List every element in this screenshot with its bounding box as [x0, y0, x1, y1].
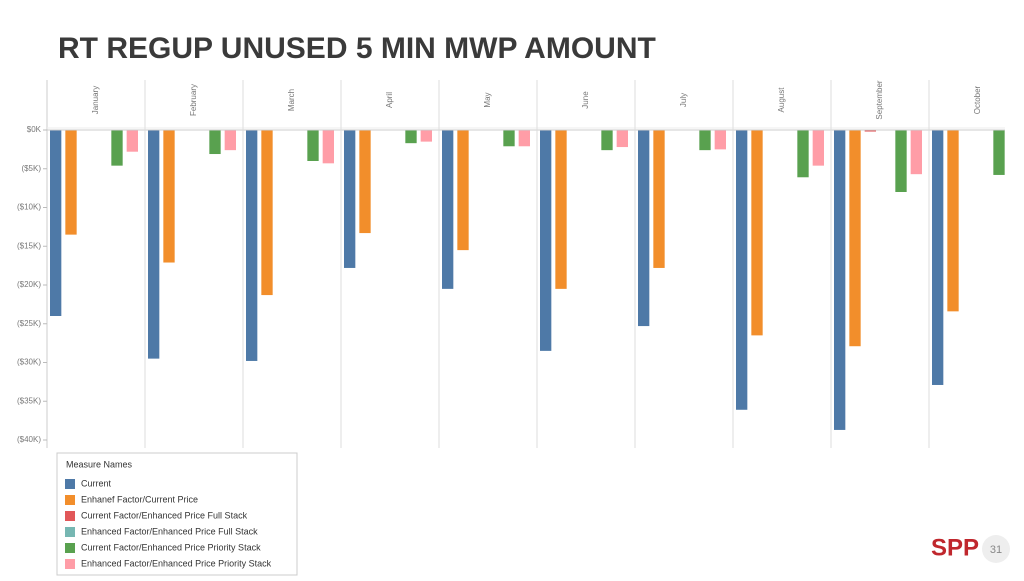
bar: [993, 130, 1005, 175]
x-tick-label: February: [189, 84, 198, 116]
bar: [653, 130, 665, 268]
page-badge: [982, 535, 1010, 563]
bar: [148, 130, 160, 359]
bar: [344, 130, 356, 268]
y-tick-label: ($40K): [17, 435, 41, 444]
bar: [910, 130, 922, 175]
bar: [224, 130, 236, 151]
bar: [540, 130, 552, 351]
bar: [797, 130, 809, 178]
bar: [50, 130, 62, 316]
bar: [163, 130, 175, 263]
bar: [65, 130, 77, 235]
legend-swatch: [65, 495, 75, 505]
bar: [834, 130, 846, 430]
plot: [50, 130, 1005, 430]
y-tick-label: ($35K): [17, 396, 41, 405]
legend-title: Measure Names: [66, 459, 133, 469]
bar: [601, 130, 613, 151]
legend-label: Current Factor/Enhanced Price Full Stack: [81, 510, 248, 520]
bar: [261, 130, 273, 296]
x-tick-label: June: [581, 91, 590, 109]
x-tick-label: April: [385, 92, 394, 108]
bar: [111, 130, 123, 166]
bar: [864, 130, 876, 132]
legend-label: Current: [81, 478, 112, 488]
y-tick-label: ($15K): [17, 241, 41, 250]
bar: [638, 130, 650, 327]
bar: [932, 130, 944, 385]
y-tick-label: ($30K): [17, 358, 41, 367]
legend-label: Enhanced Factor/Enhanced Price Priority …: [81, 558, 272, 568]
logo: SPP: [931, 534, 979, 561]
bar: [947, 130, 959, 312]
y-tick-label: ($25K): [17, 319, 41, 328]
x-tick-label: March: [287, 89, 296, 111]
legend-swatch: [65, 543, 75, 553]
bar: [699, 130, 711, 151]
bar: [322, 130, 334, 164]
y-tick-label: ($5K): [21, 164, 41, 173]
bar: [714, 130, 726, 150]
bar: [616, 130, 628, 148]
x-tick-label: January: [91, 86, 100, 114]
bar: [812, 130, 824, 166]
page-number: 31: [990, 544, 1002, 556]
legend-swatch: [65, 511, 75, 521]
chart-title: RT REGUP UNUSED 5 MIN MWP AMOUNT: [58, 32, 656, 65]
y-tick-label: $0K: [27, 125, 42, 134]
bar: [895, 130, 907, 192]
bar: [736, 130, 748, 410]
bar: [126, 130, 138, 152]
legend-label: Enhanced Factor/Enhanced Price Full Stac…: [81, 526, 258, 536]
bar: [555, 130, 567, 289]
legend-swatch: [65, 559, 75, 569]
bar: [405, 130, 417, 144]
bar: [849, 130, 861, 347]
legend-swatch: [65, 527, 75, 537]
bar: [457, 130, 469, 251]
bar: [518, 130, 530, 147]
y-tick-label: ($20K): [17, 280, 41, 289]
bar: [209, 130, 221, 155]
x-tick-label: September: [875, 80, 884, 119]
y-tick-label: ($10K): [17, 203, 41, 212]
bar: [503, 130, 515, 147]
bar: [442, 130, 454, 289]
legend-label: Enhanef Factor/Current Price: [81, 494, 198, 504]
x-tick-label: May: [483, 92, 492, 107]
bar: [359, 130, 371, 234]
legend-swatch: [65, 479, 75, 489]
bar: [307, 130, 319, 161]
x-tick-label: August: [777, 87, 786, 113]
x-tick-label: July: [679, 93, 688, 107]
legend-box: [56, 452, 298, 576]
bar: [246, 130, 258, 361]
x-tick-label: October: [973, 85, 982, 114]
legend-label: Current Factor/Enhanced Price Priority S…: [81, 542, 261, 552]
bar: [420, 130, 432, 142]
bar: [751, 130, 763, 336]
